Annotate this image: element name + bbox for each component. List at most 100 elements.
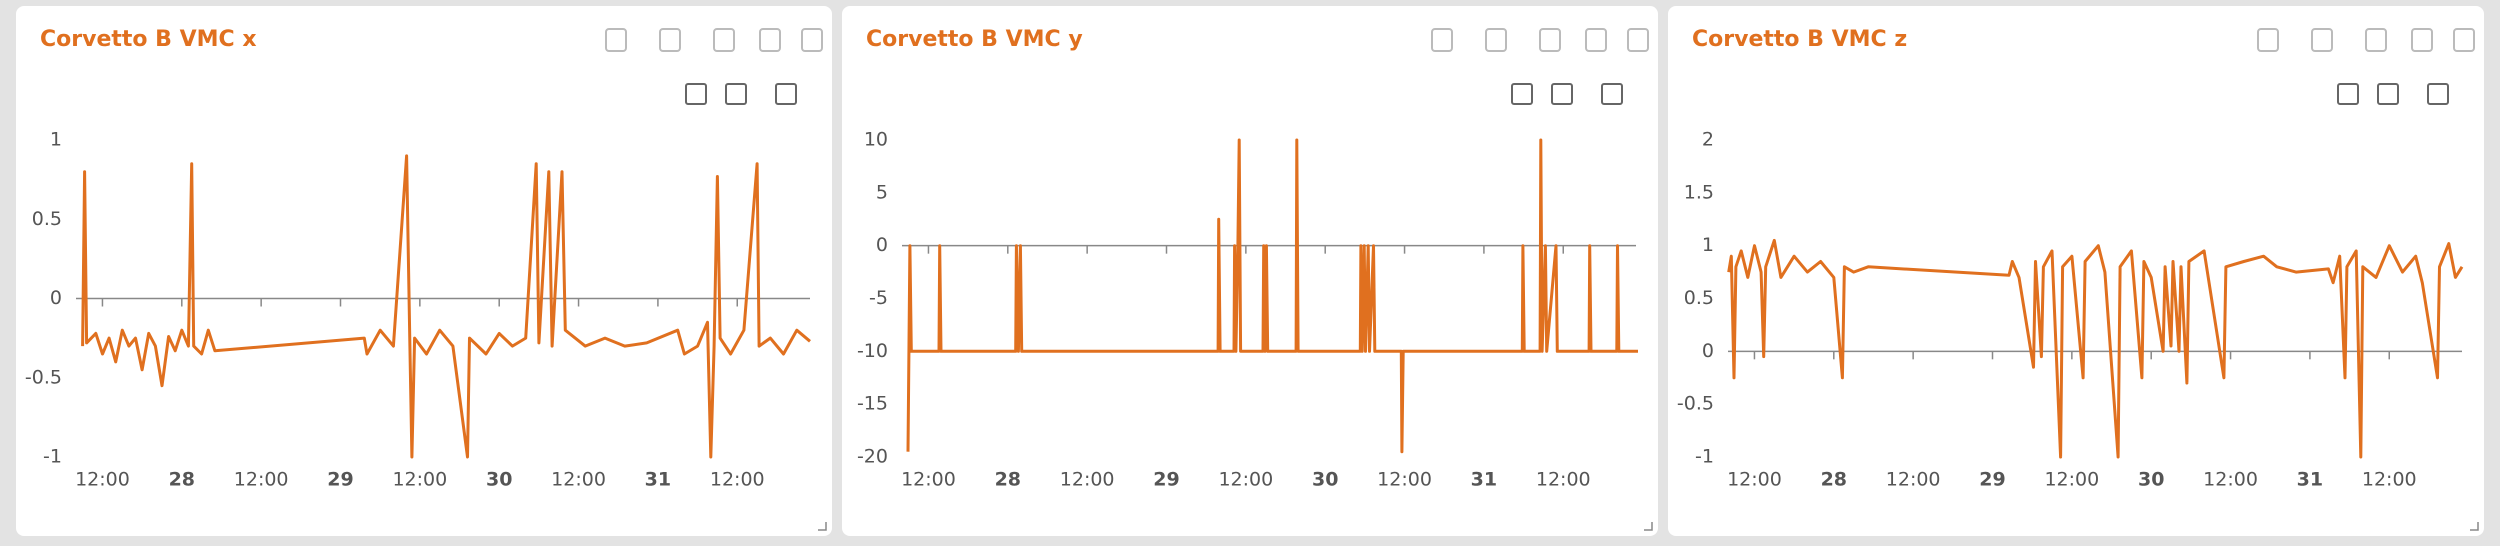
icon-shape (2257, 28, 2279, 52)
x-tick-label: 12:00 (234, 469, 289, 491)
icon-shape (2411, 28, 2433, 52)
x-tick-label: 12:00 (2362, 469, 2417, 491)
x-tick-label: 29 (1979, 469, 2005, 491)
icon-shape (1601, 83, 1623, 105)
copy-icon[interactable] (2411, 28, 2433, 52)
x-tick-label: 29 (1153, 469, 1179, 491)
x-tick-label: 12:00 (1886, 469, 1941, 491)
icon-shape (1539, 28, 1561, 52)
panel-background (1668, 6, 2484, 536)
x-tick-label: 12:00 (2203, 469, 2258, 491)
y-tick-label: 0 (1702, 340, 1714, 362)
icon-shape (1511, 83, 1533, 105)
y-tick-label: -15 (857, 393, 888, 415)
icon-shape (2453, 28, 2475, 52)
x-tick-label: 31 (2297, 469, 2323, 491)
y-tick-label: 0 (876, 234, 888, 256)
zoom-select-icon[interactable] (2337, 83, 2359, 105)
data-line (81, 154, 811, 459)
x-tick-label: 28 (1821, 469, 1847, 491)
x-tick-label: 12:00 (75, 469, 130, 491)
x-tick-label: 12:00 (1218, 469, 1273, 491)
download-icon[interactable] (2427, 83, 2449, 105)
y-tick-label: 10 (864, 129, 888, 151)
x-tick-label: 28 (169, 469, 195, 491)
download-icon[interactable] (775, 83, 797, 105)
delete-icon[interactable] (2453, 28, 2475, 52)
y-tick-label: -0.5 (1677, 393, 1714, 415)
icon-shape (659, 28, 681, 52)
icon-shape (1485, 28, 1507, 52)
icon-shape (2377, 83, 2399, 105)
y-tick-label: 5 (876, 181, 888, 203)
delete-icon[interactable] (1627, 28, 1649, 52)
toolbar (2257, 28, 2475, 105)
panel-background (16, 6, 832, 536)
panel-background (842, 6, 1658, 536)
data-line (1727, 238, 2464, 459)
fullscreen-icon[interactable] (1485, 28, 1507, 52)
icon-shape (1431, 28, 1453, 52)
resize-handle[interactable] (1644, 522, 1653, 531)
icon-shape (775, 83, 797, 105)
legend-toggle-icon[interactable] (605, 28, 627, 52)
legend-toggle-icon[interactable] (1431, 28, 1453, 52)
zoom-select-icon[interactable] (685, 83, 707, 105)
icon-shape (605, 28, 627, 52)
y-tick-label: 0 (50, 287, 62, 309)
y-tick-label: -10 (857, 340, 888, 362)
icon-shape (759, 28, 781, 52)
copy-icon[interactable] (759, 28, 781, 52)
delete-icon[interactable] (801, 28, 823, 52)
y-tick-label: 1 (1702, 234, 1714, 256)
x-tick-label: 29 (327, 469, 353, 491)
zoom-reset-icon[interactable] (1551, 83, 1573, 105)
resize-handle[interactable] (818, 522, 827, 531)
zoom-reset-icon[interactable] (2377, 83, 2399, 105)
x-tick-label: 12:00 (1060, 469, 1115, 491)
x-tick-label: 30 (486, 469, 512, 491)
x-tick-label: 12:00 (901, 469, 956, 491)
chart-panel: Corvetto B VMC x -1 -0.5 0 0.5 1 12:00 28 12:00 2… (16, 6, 832, 536)
y-tick-label: -20 (857, 446, 888, 468)
x-tick-label: 12:00 (710, 469, 765, 491)
x-tick-label: 12:00 (392, 469, 447, 491)
chart-title: Corvetto B VMC y (866, 27, 1083, 52)
download-icon[interactable] (1601, 83, 1623, 105)
legend-toggle-icon[interactable] (2257, 28, 2279, 52)
x-tick-label: 28 (995, 469, 1021, 491)
chart-title: Corvetto B VMC x (40, 27, 257, 52)
y-tick-label: -1 (43, 446, 62, 468)
y-tick-label: 1.5 (1684, 181, 1714, 203)
icon-shape (1551, 83, 1573, 105)
icon-shape (2365, 28, 2387, 52)
x-tick-label: 12:00 (2044, 469, 2099, 491)
edit-icon[interactable] (713, 28, 735, 52)
x-tick-label: 12:00 (1727, 469, 1782, 491)
x-tick-label: 31 (645, 469, 671, 491)
icon-shape (2311, 28, 2333, 52)
icon-shape (1585, 28, 1607, 52)
fullscreen-icon[interactable] (659, 28, 681, 52)
edit-icon[interactable] (1539, 28, 1561, 52)
y-tick-label: 1 (50, 129, 62, 151)
icon-shape (1627, 28, 1649, 52)
icon-shape (2337, 83, 2359, 105)
zoom-select-icon[interactable] (1511, 83, 1533, 105)
icon-shape (801, 28, 823, 52)
chart-panel: Corvetto B VMC z -1 -0.5 0 0.5 1 1.5 2 12:00 28 12… (1668, 6, 2484, 536)
icon-shape (2427, 83, 2449, 105)
edit-icon[interactable] (2365, 28, 2387, 52)
x-tick-label: 12:00 (551, 469, 606, 491)
fullscreen-icon[interactable] (2311, 28, 2333, 52)
y-tick-label: -5 (869, 287, 888, 309)
zoom-reset-icon[interactable] (725, 83, 747, 105)
resize-handle[interactable] (2470, 522, 2479, 531)
chart-title: Corvetto B VMC z (1692, 27, 1907, 52)
data-line (906, 138, 1638, 454)
y-tick-label: -0.5 (25, 366, 62, 388)
copy-icon[interactable] (1585, 28, 1607, 52)
y-tick-label: 2 (1702, 129, 1714, 151)
y-tick-label: -1 (1695, 446, 1714, 468)
